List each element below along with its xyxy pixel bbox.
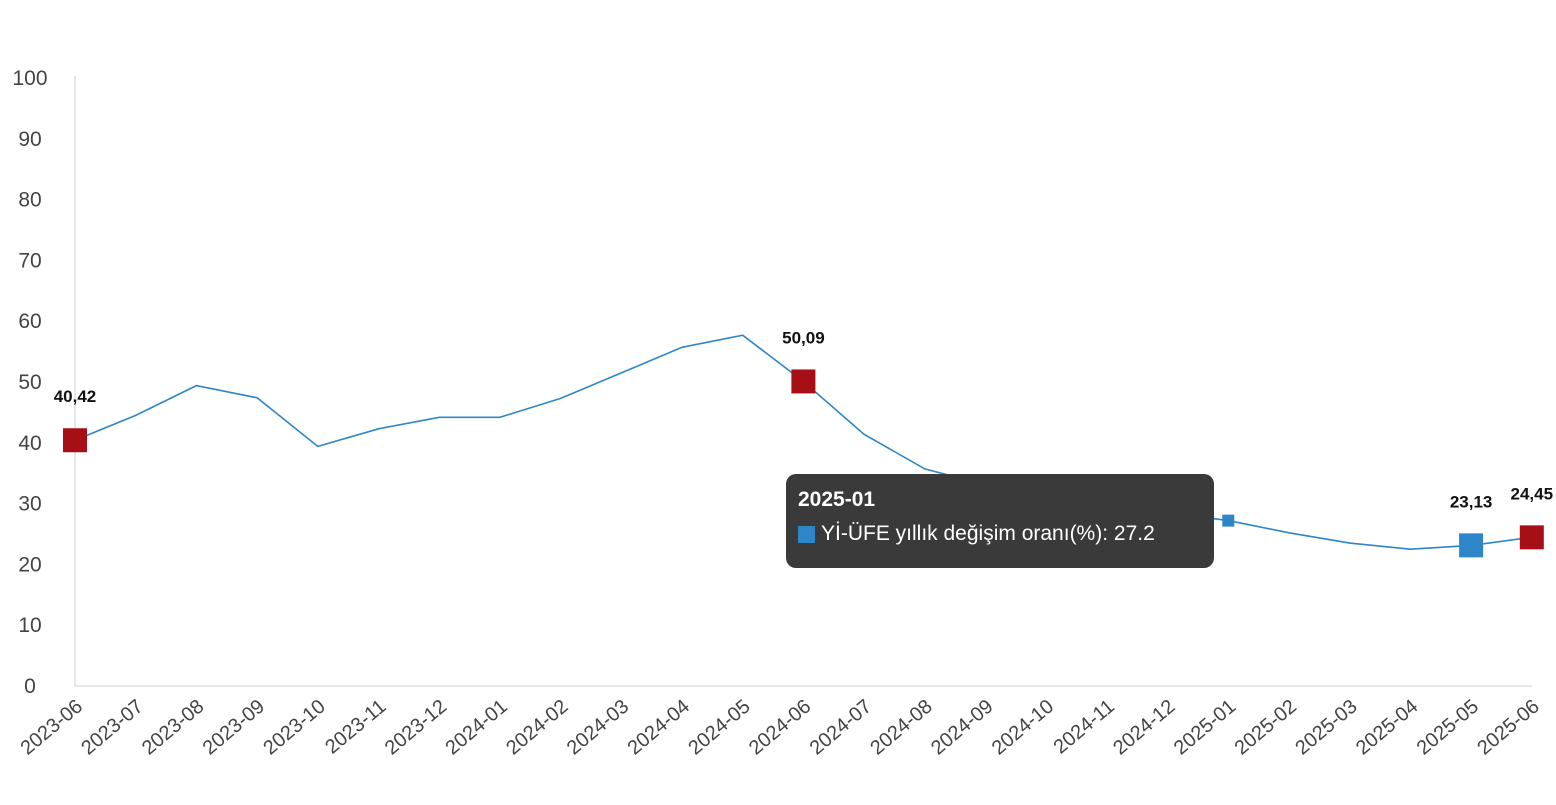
chart-tooltip: 2025-01 Yİ-ÜFE yıllık değişim oranı(%): …: [786, 474, 1214, 568]
highlight-point-marker: [791, 369, 816, 394]
x-tick-label: 2023-11: [321, 695, 390, 758]
x-tick-group: 2024-11: [1050, 695, 1119, 758]
y-tick-label: 100: [12, 67, 47, 90]
x-tick-group: 2024-04: [624, 695, 694, 759]
x-tick-group: 2024-02: [502, 695, 572, 759]
x-tick-label: 2023-08: [138, 695, 208, 759]
x-tick-group: 2024-06: [745, 695, 815, 759]
highlight-point-marker: [1459, 533, 1484, 558]
y-tick-label: 10: [18, 614, 41, 637]
x-tick-label: 2025-01: [1170, 695, 1240, 759]
x-tick-label: 2024-04: [624, 695, 694, 759]
y-tick-label: 0: [24, 675, 36, 698]
data-label: 24,45: [1511, 484, 1554, 503]
x-tick-group: 2024-09: [927, 695, 997, 759]
tooltip-row: Yİ-ÜFE yıllık değişim oranı(%): 27.2: [798, 522, 1202, 546]
highlight-point-marker: [1519, 525, 1544, 550]
x-tick-group: 2023-10: [259, 695, 329, 759]
data-label: 40,42: [54, 387, 97, 406]
x-tick-label: 2024-05: [684, 695, 754, 759]
x-tick-group: 2023-07: [77, 695, 147, 759]
x-tick-label: 2025-03: [1291, 695, 1361, 759]
x-tick-label: 2024-03: [563, 695, 633, 759]
x-tick-group: 2023-06: [17, 695, 87, 759]
tooltip-title: 2025-01: [798, 488, 876, 511]
tooltip-series-label: Yİ-ÜFE yıllık değişim oranı(%): 27.2: [821, 522, 1155, 545]
x-tick-label: 2024-02: [502, 695, 572, 759]
y-tick-label: 40: [18, 432, 41, 455]
y-tick-label: 90: [18, 128, 41, 151]
x-tick-label: 2023-07: [77, 695, 147, 759]
x-tick-label: 2025-06: [1473, 695, 1543, 759]
x-tick-label: 2024-09: [927, 695, 997, 759]
x-tick-group: 2023-11: [321, 695, 390, 758]
x-tick-label: 2024-10: [988, 695, 1058, 759]
data-label: 23,13: [1450, 492, 1493, 511]
x-tick-group: 2025-01: [1170, 695, 1240, 759]
x-tick-group: 2024-08: [866, 695, 936, 759]
x-tick-label: 2023-12: [381, 695, 451, 759]
x-tick-group: 2023-08: [138, 695, 208, 759]
x-tick-label: 2025-04: [1352, 695, 1422, 759]
x-tick-label: 2024-07: [806, 695, 876, 759]
x-tick-label: 2023-10: [259, 695, 329, 759]
x-tick-label: 2024-08: [866, 695, 936, 759]
x-tick-group: 2025-02: [1231, 695, 1301, 759]
y-tick-label: 70: [18, 249, 41, 272]
data-label: 50,09: [782, 328, 825, 347]
x-tick-label: 2024-01: [441, 695, 511, 759]
x-tick-group: 2024-07: [806, 695, 876, 759]
x-tick-label: 2024-06: [745, 695, 815, 759]
x-tick-label: 2024-12: [1109, 695, 1179, 759]
x-tick-group: 2025-06: [1473, 695, 1543, 759]
x-tick-group: 2023-12: [381, 695, 451, 759]
x-tick-group: 2023-09: [199, 695, 269, 759]
highlight-point-marker: [63, 428, 87, 453]
y-tick-label: 80: [18, 189, 41, 212]
x-tick-group: 2025-04: [1352, 695, 1422, 759]
y-tick-label: 20: [18, 553, 41, 576]
y-tick-label: 60: [18, 310, 41, 333]
y-tick-label: 50: [18, 371, 41, 394]
x-tick-label: 2024-11: [1050, 695, 1119, 758]
tooltip-series-swatch: [798, 525, 815, 543]
x-tick-label: 2023-06: [17, 695, 87, 759]
x-tick-group: 2024-01: [441, 695, 511, 759]
x-tick-group: 2024-03: [563, 695, 633, 759]
x-tick-group: 2025-03: [1291, 695, 1361, 759]
x-tick-group: 2024-05: [684, 695, 754, 759]
x-tick-group: 2025-05: [1413, 695, 1483, 759]
x-tick-label: 2025-05: [1413, 695, 1483, 759]
x-tick-group: 2024-12: [1109, 695, 1179, 759]
x-tick-group: 2024-10: [988, 695, 1058, 759]
y-tick-label: 30: [18, 493, 41, 516]
x-tick-label: 2023-09: [199, 695, 269, 759]
x-tick-label: 2025-02: [1231, 695, 1301, 759]
hovered-point-marker: [1222, 514, 1235, 527]
